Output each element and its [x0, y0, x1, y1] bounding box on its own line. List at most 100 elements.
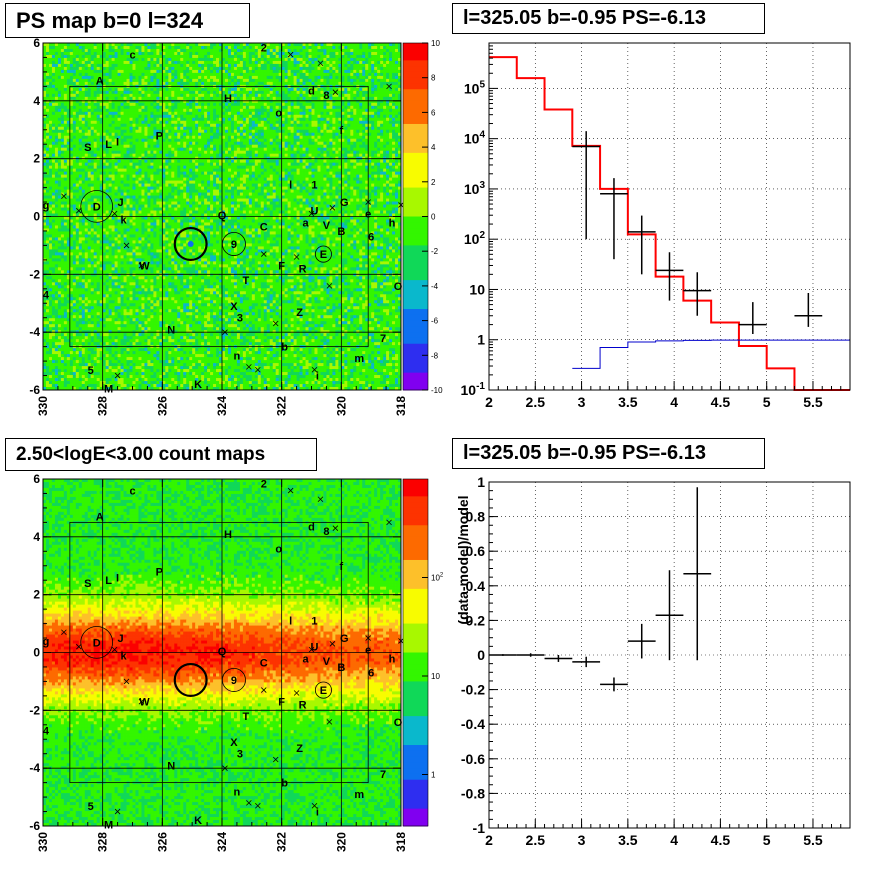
map-pixel [120, 126, 124, 131]
map-pixel [120, 48, 124, 53]
map-pixel [126, 165, 130, 170]
map-pixel [117, 144, 121, 149]
map-pixel [272, 51, 277, 56]
map-pixel [362, 162, 366, 167]
map-pixel [254, 75, 259, 80]
map-pixel [69, 123, 74, 128]
map-pixel [389, 144, 393, 149]
map-pixel [239, 93, 244, 98]
map-pixel [108, 150, 113, 155]
map-pixel [45, 93, 50, 98]
map-pixel [266, 117, 271, 122]
map-pixel [162, 87, 166, 92]
map-pixel [156, 66, 160, 71]
map-pixel [386, 57, 390, 62]
map-pixel [156, 45, 160, 50]
map-pixel [204, 162, 208, 167]
map-pixel [335, 90, 339, 95]
map-pixel [141, 117, 145, 122]
map-pixel [69, 60, 74, 65]
map-pixel [338, 102, 342, 107]
map-pixel [165, 162, 169, 167]
map-pixel [57, 117, 62, 122]
map-pixel [81, 150, 86, 155]
map-pixel [123, 48, 127, 53]
map-pixel [183, 66, 187, 71]
map-pixel [305, 87, 309, 92]
map-pixel [317, 117, 321, 122]
map-pixel [198, 43, 202, 47]
map-pixel [57, 51, 62, 56]
map-pixel [159, 63, 163, 68]
map-pixel [263, 111, 268, 116]
map-pixel [320, 102, 324, 107]
map-pixel [165, 81, 169, 86]
map-pixel [204, 147, 208, 152]
map-pixel [135, 123, 139, 128]
map-pixel [75, 150, 80, 155]
map-pixel [207, 96, 211, 101]
map-pixel [257, 81, 262, 86]
map-pixel [144, 60, 148, 65]
map-pixel [230, 111, 235, 116]
map-pixel [189, 93, 193, 98]
map-pixel [48, 51, 53, 56]
map-pixel [108, 45, 113, 50]
map-pixel [290, 144, 294, 149]
map-pixel [54, 66, 59, 71]
map-pixel [392, 153, 396, 158]
map-pixel [117, 102, 121, 107]
map-pixel [87, 123, 92, 128]
map-pixel [81, 81, 86, 86]
map-pixel [105, 165, 110, 170]
map-pixel [374, 105, 378, 110]
map-pixel [120, 43, 124, 47]
map-pixel [63, 120, 68, 125]
map-pixel [81, 60, 86, 65]
map-pixel [114, 138, 118, 143]
map-pixel [272, 87, 277, 92]
map-pixel [293, 78, 297, 83]
map-pixel [123, 99, 127, 104]
map-pixel [108, 144, 113, 149]
map-pixel [344, 135, 348, 140]
map-pixel [210, 105, 214, 110]
map-pixel [356, 43, 360, 47]
map-pixel [308, 99, 312, 104]
map-pixel [245, 108, 250, 113]
map-pixel [174, 87, 178, 92]
map-pixel [48, 81, 53, 86]
map-pixel [389, 66, 393, 71]
map-pixel [293, 123, 297, 128]
map-pixel [54, 135, 59, 140]
map-pixel [272, 129, 277, 134]
map-pixel [84, 66, 89, 71]
map-pixel [233, 117, 238, 122]
map-pixel [186, 63, 190, 68]
map-pixel [350, 81, 354, 86]
map-pixel [183, 54, 187, 59]
map-pixel [183, 114, 187, 119]
map-pixel [75, 159, 80, 164]
map-pixel [299, 144, 303, 149]
map-pixel [248, 45, 253, 50]
map-pixel [174, 135, 178, 140]
map-pixel [78, 51, 83, 56]
map-pixel [138, 48, 142, 53]
map-pixel [135, 138, 139, 143]
map-pixel [63, 147, 68, 152]
map-pixel [245, 117, 250, 122]
map-pixel [302, 48, 306, 53]
map-pixel [362, 87, 366, 92]
map-pixel [201, 81, 205, 86]
map-pixel [398, 57, 402, 62]
map-pixel [386, 75, 390, 80]
map-pixel [227, 72, 232, 77]
map-pixel [57, 99, 62, 104]
map-pixel [180, 123, 184, 128]
map-pixel [108, 147, 113, 152]
map-pixel [341, 75, 345, 80]
map-pixel [269, 162, 274, 167]
map-pixel [344, 90, 348, 95]
map-pixel [251, 54, 256, 59]
